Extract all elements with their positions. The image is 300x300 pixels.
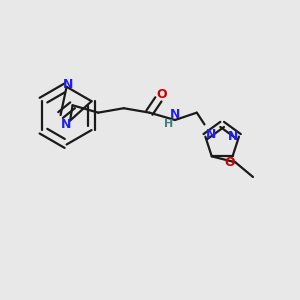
Text: N: N <box>61 118 71 131</box>
Text: O: O <box>224 156 235 169</box>
Text: N: N <box>170 108 181 121</box>
Text: N: N <box>63 78 74 91</box>
Text: N: N <box>206 128 216 141</box>
Text: H: H <box>164 119 173 129</box>
Text: O: O <box>156 88 166 101</box>
Text: N: N <box>228 130 238 143</box>
